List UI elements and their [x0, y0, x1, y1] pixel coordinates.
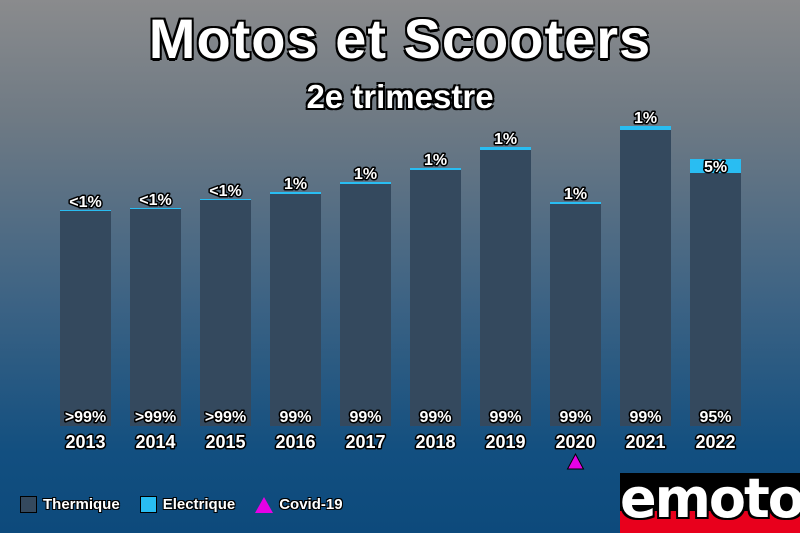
bar-thermique-2019: [480, 150, 531, 426]
bar-electrique-2014: [130, 208, 181, 209]
chart-title: Motos et Scooters: [148, 7, 652, 70]
bar-thermique-2021: [620, 130, 671, 426]
legend-item-thermique: Thermique: [20, 496, 120, 513]
bar-electrique-2019: [480, 147, 531, 150]
data-label-electrique-2018: 1%: [424, 152, 447, 169]
bar-electrique-2021: [620, 126, 671, 130]
x-tick-label-2021: 2021: [625, 432, 665, 452]
bar-electrique-2013: [60, 210, 111, 211]
bar-thermique-2013: [60, 211, 111, 426]
logo-wordmark: emoto: [620, 473, 800, 530]
triangle-icon: [255, 496, 274, 513]
x-tick-label-2013: 2013: [65, 432, 105, 452]
data-label-thermique-2022: 95%: [699, 409, 731, 426]
legend-label-thermique: Thermique: [43, 496, 120, 513]
x-tick-label-2018: 2018: [415, 432, 455, 452]
x-tick-label-2014: 2014: [135, 432, 175, 452]
x-tick-label-2022: 2022: [695, 432, 735, 452]
data-label-thermique-2020: 99%: [559, 409, 591, 426]
data-label-thermique-2017: 99%: [349, 409, 381, 426]
data-label-thermique-2018: 99%: [419, 409, 451, 426]
data-label-thermique-2019: 99%: [489, 409, 521, 426]
data-label-electrique-2019: 1%: [494, 131, 517, 148]
data-label-thermique-2014: >99%: [135, 409, 176, 426]
bar-thermique-2018: [410, 170, 461, 426]
bar-thermique-2017: [340, 184, 391, 426]
data-label-electrique-2020: 1%: [564, 186, 587, 203]
data-label-thermique-2013: >99%: [65, 409, 106, 426]
legend-item-electrique: Electrique: [139, 496, 236, 513]
legend-swatch-electrique: [139, 496, 157, 513]
bar-electrique-2022: [690, 159, 741, 173]
covid-marker-2020: [566, 452, 585, 470]
x-tick-label-2020: 2020: [555, 432, 595, 452]
legend-label-covid: Covid-19: [279, 496, 343, 513]
emoto-logo: emoto: [620, 473, 800, 533]
bar-electrique-2020: [550, 202, 601, 204]
x-tick-label-2019: 2019: [485, 432, 525, 452]
bar-thermique-2016: [270, 194, 321, 426]
data-label-electrique-2016: 1%: [284, 176, 307, 193]
data-label-electrique-2013: <1%: [69, 194, 101, 211]
logo-red-band: [620, 511, 800, 533]
bar-thermique-2020: [550, 204, 601, 426]
legend: Thermique Electrique Covid-19: [20, 496, 363, 513]
data-label-electrique-2014: <1%: [139, 192, 171, 209]
data-label-thermique-2016: 99%: [279, 409, 311, 426]
legend-swatch-thermique: [20, 496, 37, 513]
x-tick-label-2016: 2016: [275, 432, 315, 452]
bar-electrique-2015: [200, 199, 251, 200]
x-tick-label-2015: 2015: [205, 432, 245, 452]
bar-electrique-2018: [410, 168, 461, 170]
data-label-thermique-2015: >99%: [205, 409, 246, 426]
data-label-electrique-2017: 1%: [354, 166, 377, 183]
chart-subtitle: 2e trimestre: [306, 78, 494, 115]
x-tick-label-2017: 2017: [345, 432, 385, 452]
data-label-electrique-2015: <1%: [209, 183, 241, 200]
legend-label-electrique: Electrique: [162, 496, 236, 513]
bar-electrique-2016: [270, 192, 321, 194]
legend-item-covid: Covid-19: [255, 496, 343, 513]
bar-thermique-2022: [690, 173, 741, 426]
bar-thermique-2015: [200, 200, 251, 426]
data-label-electrique-2022: 5%: [704, 159, 727, 176]
data-label-thermique-2021: 99%: [629, 409, 661, 426]
bar-electrique-2017: [340, 182, 391, 184]
bar-thermique-2014: [130, 209, 181, 426]
data-label-electrique-2021: 1%: [634, 110, 657, 127]
